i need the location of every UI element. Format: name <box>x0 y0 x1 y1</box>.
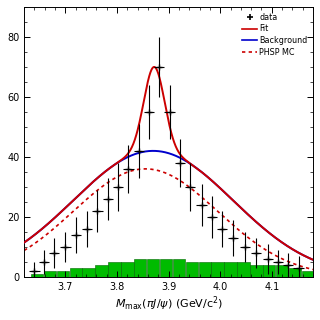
Bar <box>250 265 262 277</box>
Bar <box>173 259 185 277</box>
Bar <box>198 262 211 277</box>
Legend: data, Fit, Background, PHSP MC: data, Fit, Background, PHSP MC <box>241 11 309 59</box>
Bar <box>95 265 108 277</box>
Bar <box>160 259 172 277</box>
Bar <box>186 262 198 277</box>
Bar <box>276 265 288 277</box>
Bar <box>289 268 301 277</box>
Bar <box>147 259 159 277</box>
Bar <box>83 268 95 277</box>
Bar <box>69 268 82 277</box>
Bar <box>121 262 133 277</box>
Bar <box>224 262 237 277</box>
Bar <box>134 259 147 277</box>
Bar <box>212 262 224 277</box>
Bar <box>44 271 56 277</box>
X-axis label: $M_{\rm max}(\pi J/\psi)$ (GeV/c$^{2}$): $M_{\rm max}(\pi J/\psi)$ (GeV/c$^{2}$) <box>115 294 223 313</box>
Bar <box>302 271 314 277</box>
Bar <box>57 271 69 277</box>
Bar <box>263 265 276 277</box>
Bar <box>108 262 121 277</box>
Bar <box>31 274 43 277</box>
Bar <box>237 262 250 277</box>
